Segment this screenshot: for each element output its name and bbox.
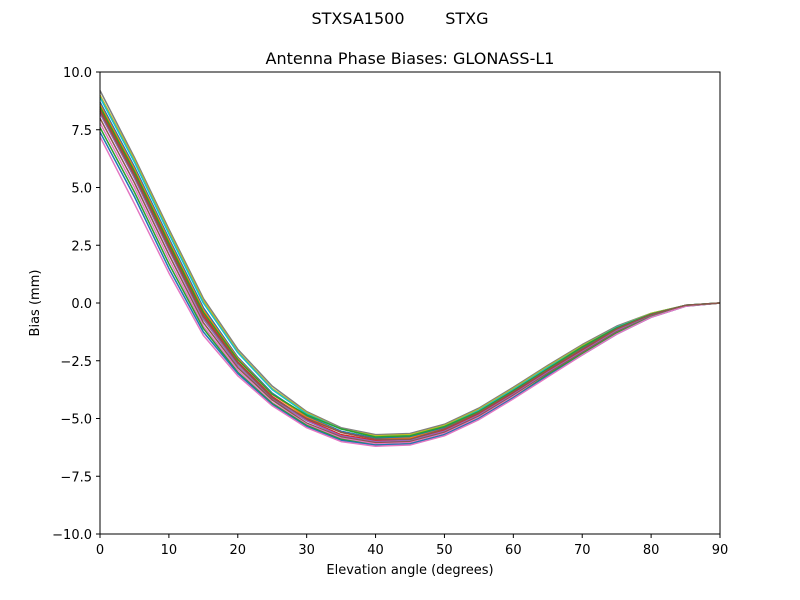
y-tick-label: 0.0 — [71, 297, 92, 312]
series-line-14 — [99, 110, 721, 441]
x-tick-label: 10 — [161, 543, 178, 558]
series-line-13 — [99, 106, 721, 438]
y-tick-label: 7.5 — [71, 124, 92, 139]
x-tick-label: 70 — [574, 543, 591, 558]
x-tick-label: 40 — [367, 543, 384, 558]
series-line-1 — [99, 90, 721, 436]
y-tick-label: −10.0 — [52, 528, 92, 543]
y-tick-label: −2.5 — [60, 355, 92, 370]
chart-title: Antenna Phase Biases: GLONASS-L1 — [266, 49, 555, 68]
x-axis-label: Elevation angle (degrees) — [326, 563, 493, 578]
x-tick-label: 60 — [505, 543, 522, 558]
x-tick-label: 30 — [298, 543, 315, 558]
x-tick-label: 20 — [230, 543, 247, 558]
series-line-7 — [99, 113, 721, 443]
y-tick-label: −5.0 — [60, 413, 92, 428]
series-line-12 — [99, 136, 721, 447]
x-axis: 0 10 20 30 40 50 60 70 80 90 — [96, 534, 728, 558]
series-layer — [99, 90, 721, 447]
series-line-8 — [99, 117, 721, 444]
x-tick-label: 90 — [712, 543, 729, 558]
y-axis-label: Bias (mm) — [28, 270, 43, 337]
y-tick-label: 10.0 — [63, 66, 92, 81]
chart-suptitle: STXSA1500 STXG — [312, 9, 489, 28]
x-tick-label: 50 — [436, 543, 453, 558]
x-tick-label: 0 — [96, 543, 104, 558]
y-tick-label: 2.5 — [71, 239, 92, 254]
y-tick-label: −7.5 — [60, 470, 92, 485]
y-axis: 10.0 7.5 5.0 2.5 0.0 −2.5 −5.0 −7.5 −10.0 — [52, 66, 100, 543]
x-tick-label: 80 — [643, 543, 660, 558]
y-tick-label: 5.0 — [71, 182, 92, 197]
